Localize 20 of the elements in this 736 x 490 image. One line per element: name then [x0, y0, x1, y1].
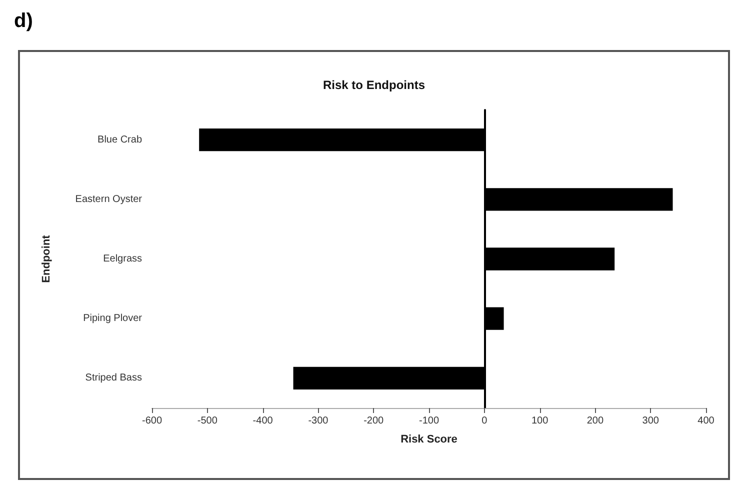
y-tick-label: Striped Bass [85, 372, 142, 384]
text: d) [14, 10, 33, 33]
y-tick-label: Eastern Oyster [75, 194, 143, 205]
x-tick-label: 100 [531, 416, 549, 426]
x-axis-title: Risk Score [400, 434, 458, 446]
x-tick-label: -300 [308, 416, 329, 426]
y-axis-title: Endpoint [40, 234, 52, 283]
x-tick-label: -600 [142, 416, 162, 426]
x-tick-label: 300 [642, 416, 660, 426]
x-tick-label: -400 [252, 416, 274, 426]
x-tick-label: -100 [418, 416, 440, 426]
x-tick-label: 400 [698, 416, 715, 426]
y-tick-label: Blue Crab [98, 134, 142, 146]
x-tick-label: -200 [364, 416, 384, 426]
chart-title: Risk to Endpoints [323, 78, 426, 92]
y-tick-label: Eelgrass [103, 254, 142, 264]
y-tick-label: Piping Plover [83, 313, 143, 324]
x-tick-label: 200 [586, 416, 604, 426]
x-tick-label: 0 [482, 416, 488, 426]
x-tick-label: -500 [197, 416, 218, 426]
